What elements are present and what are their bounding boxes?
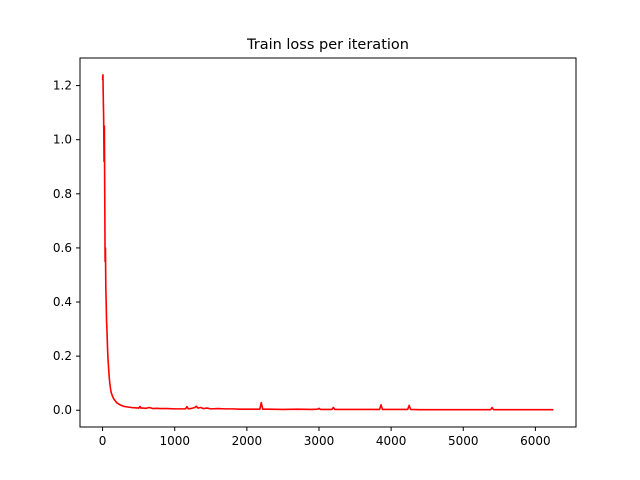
x-tick-label: 0	[99, 434, 107, 448]
plot-frame	[79, 57, 577, 428]
x-tick-label: 1000	[159, 434, 190, 448]
loss-series-line	[101, 73, 554, 411]
x-tick-label: 5000	[448, 434, 479, 448]
x-tick-label: 4000	[376, 434, 407, 448]
y-tick-label: 0.4	[53, 295, 72, 309]
y-tick-label: 1.0	[53, 133, 72, 147]
x-tick-label: 3000	[304, 434, 335, 448]
x-tick-label: 6000	[520, 434, 551, 448]
y-tick-label: 0.8	[53, 187, 72, 201]
chart-title: Train loss per iteration	[246, 37, 409, 53]
y-tick-label: 0.0	[53, 403, 72, 417]
y-tick-label: 1.2	[53, 79, 72, 93]
y-tick-label: 0.2	[53, 349, 72, 363]
y-tick-label: 0.6	[53, 241, 72, 255]
x-tick-label: 2000	[232, 434, 263, 448]
